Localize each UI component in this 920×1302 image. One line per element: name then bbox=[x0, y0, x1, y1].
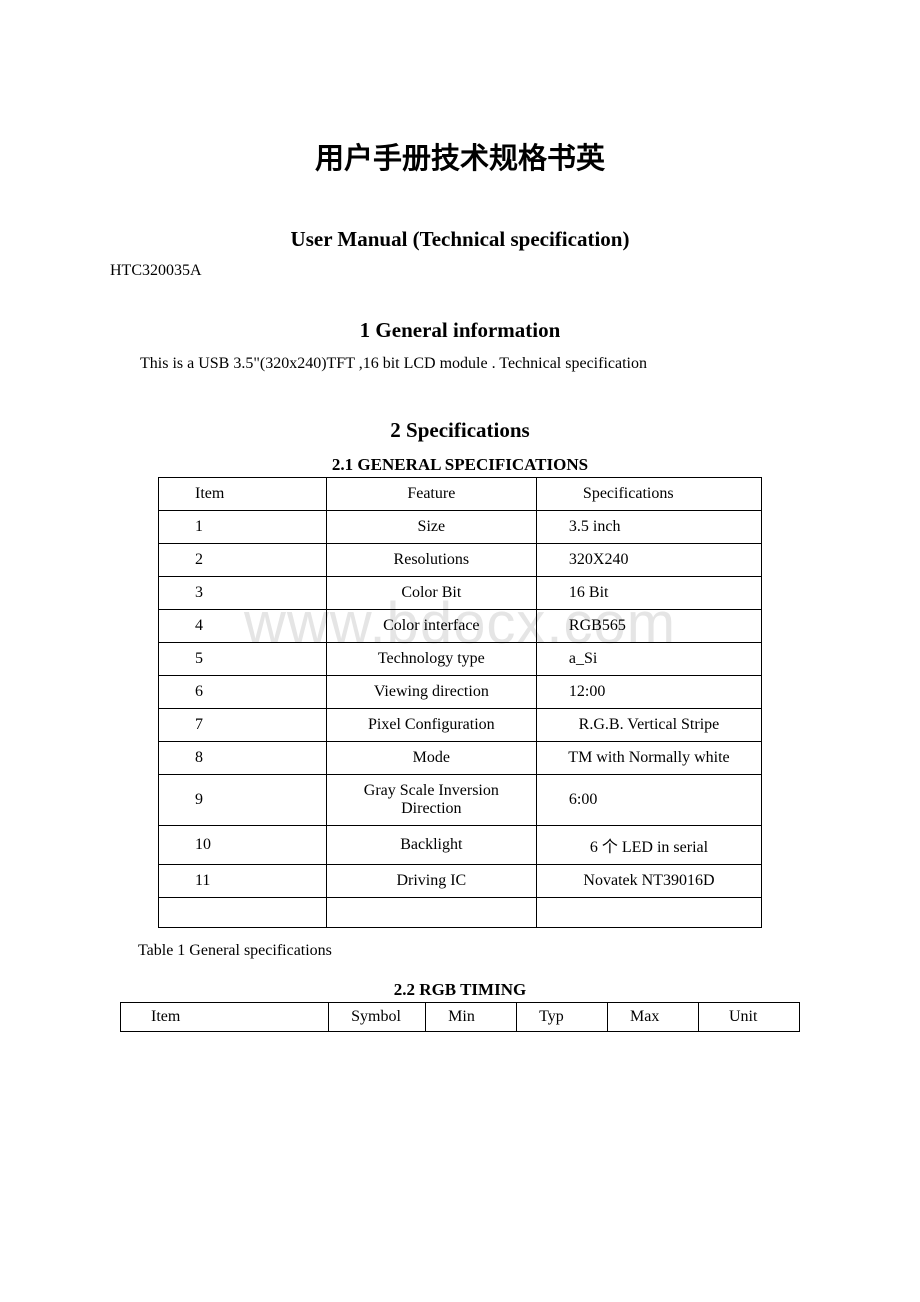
col-header-item: Item bbox=[121, 1003, 329, 1032]
table-1-caption: Table 1 General specifications bbox=[138, 942, 810, 960]
table-row: 7 Pixel Configuration R.G.B. Vertical St… bbox=[159, 709, 762, 742]
cell-spec: 6:00 bbox=[536, 775, 761, 826]
table-row: 6 Viewing direction 12:00 bbox=[159, 676, 762, 709]
col-header-symbol: Symbol bbox=[329, 1003, 426, 1032]
cell-empty bbox=[326, 898, 536, 928]
table-row: 1 Size 3.5 inch bbox=[159, 511, 762, 544]
cell-spec: a_Si bbox=[536, 643, 761, 676]
cell-feature: Mode bbox=[326, 742, 536, 775]
table-row: 3 Color Bit 16 Bit bbox=[159, 577, 762, 610]
table-header-row: Item Feature Specifications bbox=[159, 478, 762, 511]
general-spec-table: Item Feature Specifications 1 Size 3.5 i… bbox=[158, 477, 762, 928]
cell-spec: R.G.B. Vertical Stripe bbox=[536, 709, 761, 742]
col-header-max: Max bbox=[608, 1003, 699, 1032]
col-header-unit: Unit bbox=[698, 1003, 799, 1032]
cell-spec: Novatek NT39016D bbox=[536, 865, 761, 898]
page-title-en: User Manual (Technical specification) bbox=[110, 227, 810, 252]
table-row: 5 Technology type a_Si bbox=[159, 643, 762, 676]
col-header-feature: Feature bbox=[326, 478, 536, 511]
table-row: 2 Resolutions 320X240 bbox=[159, 544, 762, 577]
page-content: 用户手册技术规格书英 User Manual (Technical specif… bbox=[110, 135, 810, 1032]
col-header-min: Min bbox=[426, 1003, 517, 1032]
table-row: 10 Backlight 6 个 LED in serial bbox=[159, 826, 762, 865]
cell-feature: Driving IC bbox=[326, 865, 536, 898]
cell-feature: Viewing direction bbox=[326, 676, 536, 709]
cell-feature: Resolutions bbox=[326, 544, 536, 577]
cell-feature: Pixel Configuration bbox=[326, 709, 536, 742]
table-row-empty bbox=[159, 898, 762, 928]
cell-feature: Backlight bbox=[326, 826, 536, 865]
col-header-typ: Typ bbox=[517, 1003, 608, 1032]
cell-item: 7 bbox=[159, 709, 327, 742]
subsection-21-heading: 2.1 GENERAL SPECIFICATIONS bbox=[110, 455, 810, 475]
cell-spec: RGB565 bbox=[536, 610, 761, 643]
cell-feature: Gray Scale Inversion Direction bbox=[326, 775, 536, 826]
cell-spec: 3.5 inch bbox=[536, 511, 761, 544]
table-row: 8 Mode TM with Normally white bbox=[159, 742, 762, 775]
cell-item: 1 bbox=[159, 511, 327, 544]
model-number: HTC320035A bbox=[110, 262, 810, 280]
cell-item: 6 bbox=[159, 676, 327, 709]
cell-feature: Size bbox=[326, 511, 536, 544]
section-2-heading: 2 Specifications bbox=[110, 418, 810, 443]
cell-empty bbox=[536, 898, 761, 928]
cell-spec: 12:00 bbox=[536, 676, 761, 709]
col-header-spec: Specifications bbox=[536, 478, 761, 511]
cell-item: 9 bbox=[159, 775, 327, 826]
table-header-row: Item Symbol Min Typ Max Unit bbox=[121, 1003, 800, 1032]
cell-feature: Technology type bbox=[326, 643, 536, 676]
intro-paragraph: This is a USB 3.5"(320x240)TFT ,16 bit L… bbox=[110, 355, 810, 373]
col-header-item: Item bbox=[159, 478, 327, 511]
section-1-heading: 1 General information bbox=[110, 318, 810, 343]
cell-item: 2 bbox=[159, 544, 327, 577]
cell-item: 11 bbox=[159, 865, 327, 898]
cell-empty bbox=[159, 898, 327, 928]
page-title-cn: 用户手册技术规格书英 bbox=[110, 135, 810, 177]
cell-feature: Color Bit bbox=[326, 577, 536, 610]
cell-item: 8 bbox=[159, 742, 327, 775]
cell-item: 10 bbox=[159, 826, 327, 865]
rgb-timing-table: Item Symbol Min Typ Max Unit bbox=[120, 1002, 800, 1032]
table-row: 9 Gray Scale Inversion Direction 6:00 bbox=[159, 775, 762, 826]
cell-item: 5 bbox=[159, 643, 327, 676]
cell-spec: 16 Bit bbox=[536, 577, 761, 610]
cell-spec: 320X240 bbox=[536, 544, 761, 577]
cell-feature: Color interface bbox=[326, 610, 536, 643]
subsection-22-heading: 2.2 RGB TIMING bbox=[110, 980, 810, 1000]
cell-item: 4 bbox=[159, 610, 327, 643]
cell-spec: TM with Normally white bbox=[536, 742, 761, 775]
table-row: 11 Driving IC Novatek NT39016D bbox=[159, 865, 762, 898]
cell-spec: 6 个 LED in serial bbox=[536, 826, 761, 865]
cell-item: 3 bbox=[159, 577, 327, 610]
table-row: 4 Color interface RGB565 bbox=[159, 610, 762, 643]
